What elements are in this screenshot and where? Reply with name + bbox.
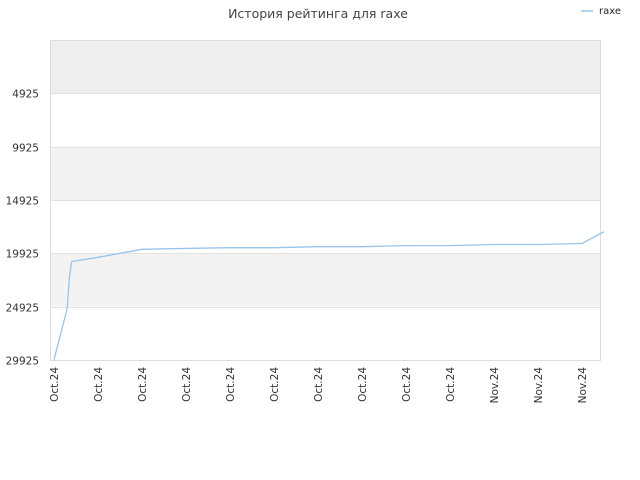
x-tick-label: Nov.24 [489,367,501,404]
chart-title: История рейтинга для raxe [228,6,408,21]
y-tick-label: 24925 [6,303,39,315]
x-tick-label: Oct.24 [93,367,105,402]
y-tick-label: 29925 [6,356,39,368]
series-line-raxe [53,231,605,360]
plot-frame [50,40,601,361]
y-tick-label: 19925 [6,249,39,261]
x-tick-label: Oct.24 [225,367,237,402]
x-tick-label: Nov.24 [577,367,589,404]
plot-band [50,253,600,307]
plot-band [50,146,600,200]
legend[interactable]: raxe [581,6,621,17]
x-tick-label: Oct.24 [357,367,369,402]
y-axis: 4925 9925 14925 19925 24925 29925 [6,89,39,368]
y-tick-label: 4925 [12,89,39,101]
y-tick-label: 9925 [12,143,39,155]
x-tick-label: Oct.24 [181,367,193,402]
plot-bands [50,40,600,360]
plot-band [50,93,600,147]
plot-band [50,306,600,360]
plot-band [50,40,600,94]
x-tick-label: Oct.24 [49,367,61,402]
plot-band [50,200,600,254]
x-tick-label: Oct.24 [269,367,281,402]
x-tick-label: Nov.24 [533,367,545,404]
y-tick-label: 14925 [6,196,39,208]
x-tick-label: Oct.24 [137,367,149,402]
x-axis: Oct.24 Oct.24 Oct.24 Oct.24 Oct.24 Oct.24 Oct.… [49,367,589,404]
series-lines [53,231,605,360]
legend-label: raxe [599,6,621,17]
x-tick-label: Oct.24 [445,367,457,402]
x-tick-label: Oct.24 [401,367,413,402]
x-tick-label: Oct.24 [313,367,325,402]
